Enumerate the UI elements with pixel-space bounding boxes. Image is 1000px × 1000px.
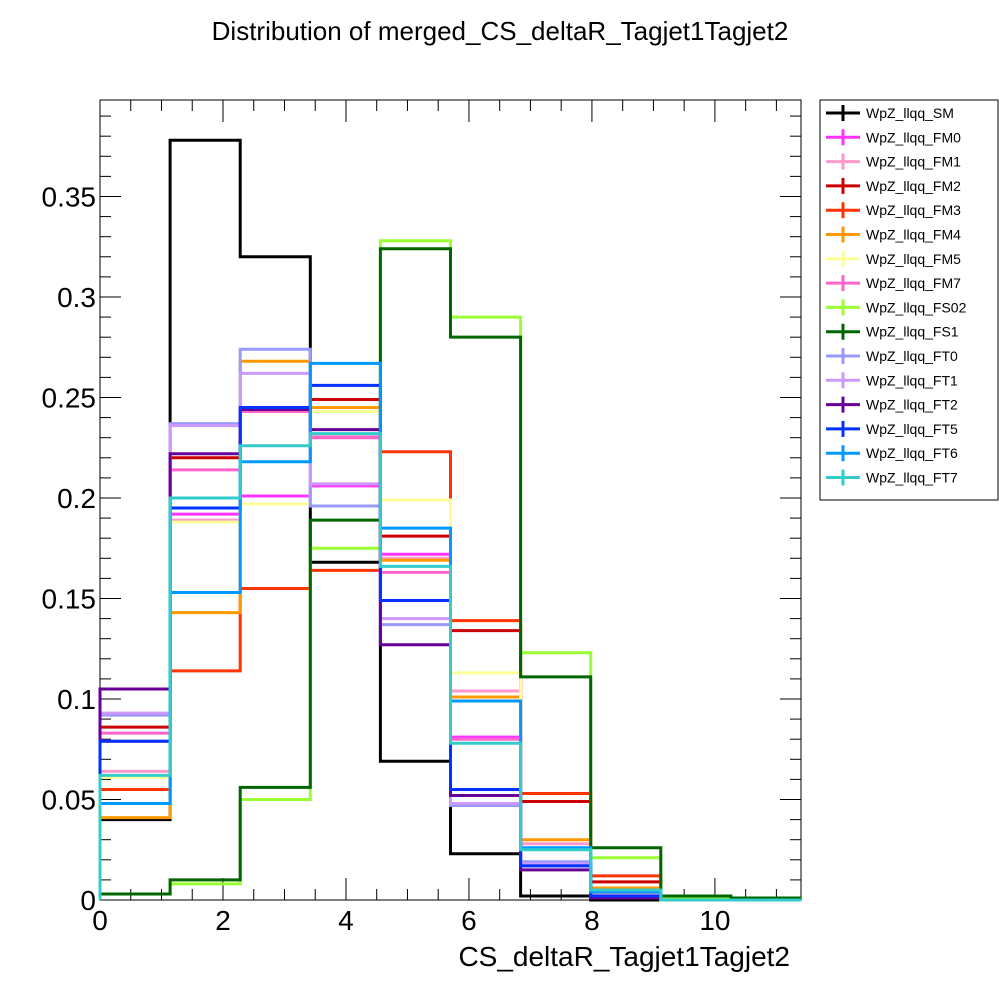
- series-lines: [98, 138, 801, 902]
- legend-label: WpZ_llqq_FM4: [866, 227, 961, 243]
- legend-entry-wpz-llqq-fm3: WpZ_llqq_FM3: [826, 202, 961, 219]
- legend-entry-wpz-llqq-fm4: WpZ_llqq_FM4: [826, 226, 961, 243]
- y-tick-label: 0.35: [42, 181, 97, 212]
- legend-label: WpZ_llqq_FM7: [866, 275, 961, 291]
- y-tick-label: 0: [80, 885, 96, 916]
- x-tick-label: 10: [699, 905, 730, 936]
- legend-label: WpZ_llqq_FM3: [866, 202, 961, 218]
- series-line-wpz-llqq-ft6: [98, 361, 801, 902]
- legend-entry-wpz-llqq-ft1: WpZ_llqq_FT1: [826, 372, 958, 389]
- axis-tick-labels: 0 2 4 6 8 10 0 0.05 0.1 0.15 0.2 0.25 0.3 0.35: [42, 181, 731, 936]
- series-line-wpz-llqq-ft7: [98, 432, 801, 902]
- y-tick-label: 0.25: [42, 382, 97, 413]
- x-tick-label: 8: [584, 905, 600, 936]
- legend-entry-wpz-llqq-ft7: WpZ_llqq_FT7: [826, 469, 958, 486]
- legend-label: WpZ_llqq_FT2: [866, 397, 958, 413]
- legend-label: WpZ_llqq_FT6: [866, 445, 958, 461]
- legend-label: WpZ_llqq_FS02: [866, 299, 967, 315]
- legend-label: WpZ_llqq_FT1: [866, 372, 958, 388]
- series-line-wpz-llqq-fm4: [98, 359, 801, 902]
- chart-title: Distribution of merged_CS_deltaR_Tagjet1…: [211, 16, 789, 46]
- legend-label: WpZ_llqq_FM1: [866, 154, 961, 170]
- series-line-wpz-llqq-ft5: [98, 383, 801, 902]
- x-tick-label: 0: [92, 905, 108, 936]
- legend-label: WpZ_llqq_FT7: [866, 470, 958, 486]
- legend-entry-wpz-llqq-fs1: WpZ_llqq_FS1: [826, 323, 959, 340]
- legend-label: WpZ_llqq_FM0: [866, 129, 961, 145]
- legend-label: WpZ_llqq_SM: [866, 105, 954, 121]
- legend-entry-wpz-llqq-ft5: WpZ_llqq_FT5: [826, 420, 958, 437]
- legend-entry-wpz-llqq-fm2: WpZ_llqq_FM2: [826, 177, 961, 194]
- legend-label: WpZ_llqq_FS1: [866, 324, 959, 340]
- x-tick-label: 6: [461, 905, 477, 936]
- y-tick-label: 0.1: [57, 684, 96, 715]
- legend-entry-wpz-llqq-ft0: WpZ_llqq_FT0: [826, 348, 958, 364]
- legend-entry-wpz-llqq-fm0: WpZ_llqq_FM0: [826, 129, 961, 146]
- series-line-wpz-llqq-sm: [98, 138, 801, 902]
- legend-label: WpZ_llqq_FT5: [866, 421, 958, 437]
- y-tick-label: 0.05: [42, 784, 97, 815]
- legend-entry-wpz-llqq-fm7: WpZ_llqq_FM7: [826, 275, 961, 292]
- legend-entry-wpz-llqq-ft2: WpZ_llqq_FT2: [826, 396, 958, 413]
- x-tick-label: 4: [338, 905, 354, 936]
- legend-entry-wpz-llqq-sm: WpZ_llqq_SM: [826, 105, 954, 121]
- legend-entry-wpz-llqq-fm1: WpZ_llqq_FM1: [826, 153, 961, 170]
- x-tick-label: 2: [215, 905, 231, 936]
- series-line-wpz-llqq-ft2: [98, 408, 801, 902]
- legend-entry-wpz-llqq-fs02: WpZ_llqq_FS02: [826, 299, 967, 316]
- y-tick-label: 0.3: [57, 282, 96, 313]
- legend-box: [819, 99, 999, 501]
- series-line-wpz-llqq-fs1: [98, 247, 801, 900]
- legend-label: WpZ_llqq_FM2: [866, 178, 961, 194]
- plot-frame: [99, 99, 802, 901]
- legend-entry-wpz-llqq-ft6: WpZ_llqq_FT6: [826, 445, 958, 462]
- y-tick-label: 0.2: [57, 483, 96, 514]
- series-line-wpz-llqq-fm1: [98, 434, 801, 902]
- legend-label: WpZ_llqq_FT0: [866, 348, 958, 364]
- legend-entry-wpz-llqq-fm5: WpZ_llqq_FM5: [826, 251, 961, 267]
- legend-label: WpZ_llqq_FM5: [866, 251, 961, 267]
- legend: WpZ_llqq_SM WpZ_llqq_FM0 WpZ_llqq_FM1 WpZ_l…: [819, 99, 999, 501]
- x-axis-title: CS_deltaR_Tagjet1Tagjet2: [458, 941, 790, 972]
- y-tick-label: 0.15: [42, 583, 97, 614]
